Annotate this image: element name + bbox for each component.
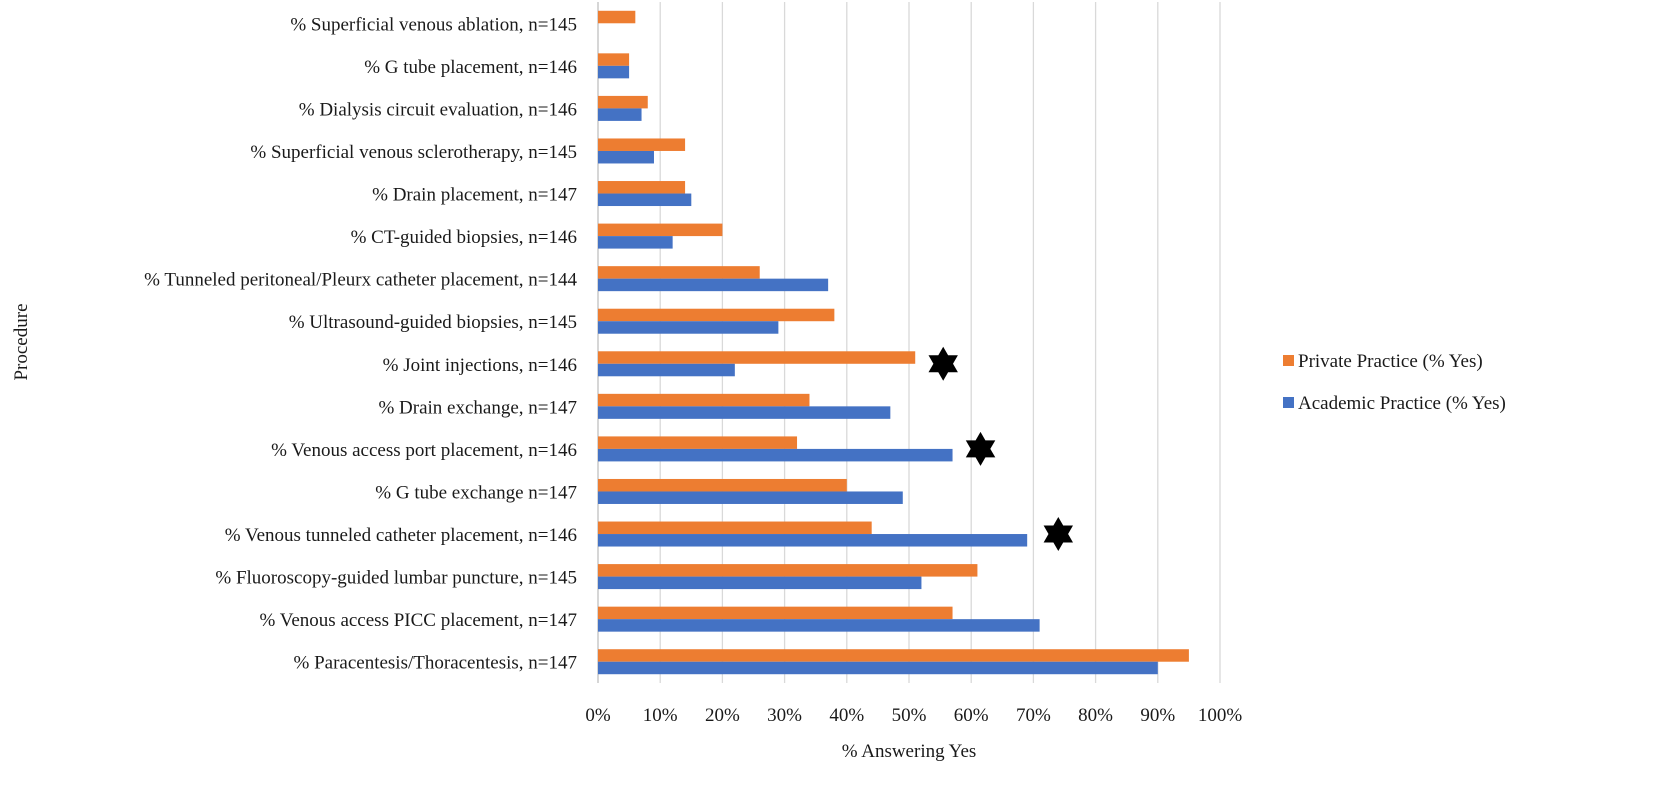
category-label: % Fluoroscopy-guided lumbar puncture, n=…	[215, 568, 577, 589]
x-tick-label: 30%	[767, 705, 802, 726]
x-tick-label: 80%	[1078, 705, 1113, 726]
bar-private-practice	[598, 308, 835, 322]
significance-star-icon	[1043, 517, 1073, 551]
category-label: % Ultrasound-guided biopsies, n=145	[289, 312, 577, 333]
bar-academic-practice	[598, 576, 922, 590]
bar-academic-practice	[598, 534, 1028, 547]
bar-academic-practice	[598, 65, 630, 79]
bar-private-practice	[598, 393, 810, 407]
bar-academic-practice	[598, 150, 654, 164]
category-label: % Venous tunneled catheter placement, n=…	[225, 525, 577, 546]
bar-academic-practice	[598, 661, 1158, 675]
bar-private-practice	[598, 564, 978, 577]
category-label: % Superficial venous ablation, n=145	[290, 14, 577, 35]
x-tick-label: 70%	[1016, 705, 1051, 726]
bar-private-practice	[598, 10, 636, 24]
x-tick-label: 0%	[585, 705, 611, 726]
x-tick-label: 60%	[954, 705, 989, 726]
significance-star-icon	[928, 346, 958, 381]
bar-private-practice	[598, 223, 723, 237]
category-label: % Drain exchange, n=147	[378, 397, 577, 418]
x-axis-title: % Answering Yes	[842, 741, 977, 762]
bar-private-practice	[598, 95, 648, 109]
bar-private-practice	[598, 351, 916, 364]
bar-private-practice	[598, 266, 760, 279]
category-label: % Tunneled peritoneal/Pleurx catheter pl…	[144, 270, 577, 291]
bar-private-practice	[598, 181, 686, 194]
legend-label: Academic Practice (% Yes)	[1298, 393, 1506, 414]
category-label: % Joint injections, n=146	[383, 355, 577, 376]
bar-private-practice	[598, 521, 872, 535]
x-tick-label: 10%	[643, 705, 678, 726]
x-tick-label: 100%	[1198, 705, 1243, 726]
category-label: % Paracentesis/Thoracentesis, n=147	[294, 653, 578, 674]
bar-private-practice	[598, 649, 1189, 662]
bar-private-practice	[598, 606, 953, 620]
category-label: % G tube placement, n=146	[364, 57, 577, 78]
category-label: % Venous access PICC placement, n=147	[260, 610, 577, 631]
x-tick-label: 40%	[829, 705, 864, 726]
category-label: % Superficial venous sclerotherapy, n=14…	[250, 142, 577, 163]
bar-academic-practice	[598, 236, 673, 249]
bar-academic-practice	[598, 108, 642, 121]
category-label: % G tube exchange n=147	[375, 482, 577, 503]
legend-swatch	[1283, 355, 1294, 366]
bar-academic-practice	[598, 278, 829, 292]
category-label: % CT-guided biopsies, n=146	[351, 227, 577, 248]
x-tick-label: 90%	[1140, 705, 1175, 726]
bar-private-practice	[598, 53, 630, 66]
bar-academic-practice	[598, 491, 903, 504]
bar-academic-practice	[598, 619, 1040, 632]
x-tick-label: 50%	[892, 705, 927, 726]
bar-academic-practice	[598, 321, 779, 334]
bar-private-practice	[598, 436, 798, 449]
bar-academic-practice	[598, 448, 953, 462]
bar-private-practice	[598, 138, 686, 151]
significance-star-icon	[965, 431, 996, 466]
category-label: % Drain placement, n=147	[372, 185, 577, 206]
bar-private-practice	[598, 478, 847, 492]
legend-label: Private Practice (% Yes)	[1298, 351, 1483, 372]
bar-academic-practice	[598, 193, 692, 207]
category-label: % Venous access port placement, n=146	[271, 440, 577, 461]
legend-swatch	[1283, 397, 1294, 408]
bar-academic-practice	[598, 406, 891, 419]
bar-academic-practice	[598, 363, 735, 377]
y-axis-title: Procedure	[11, 303, 32, 380]
category-label: % Dialysis circuit evaluation, n=146	[299, 99, 577, 120]
x-tick-label: 20%	[705, 705, 740, 726]
